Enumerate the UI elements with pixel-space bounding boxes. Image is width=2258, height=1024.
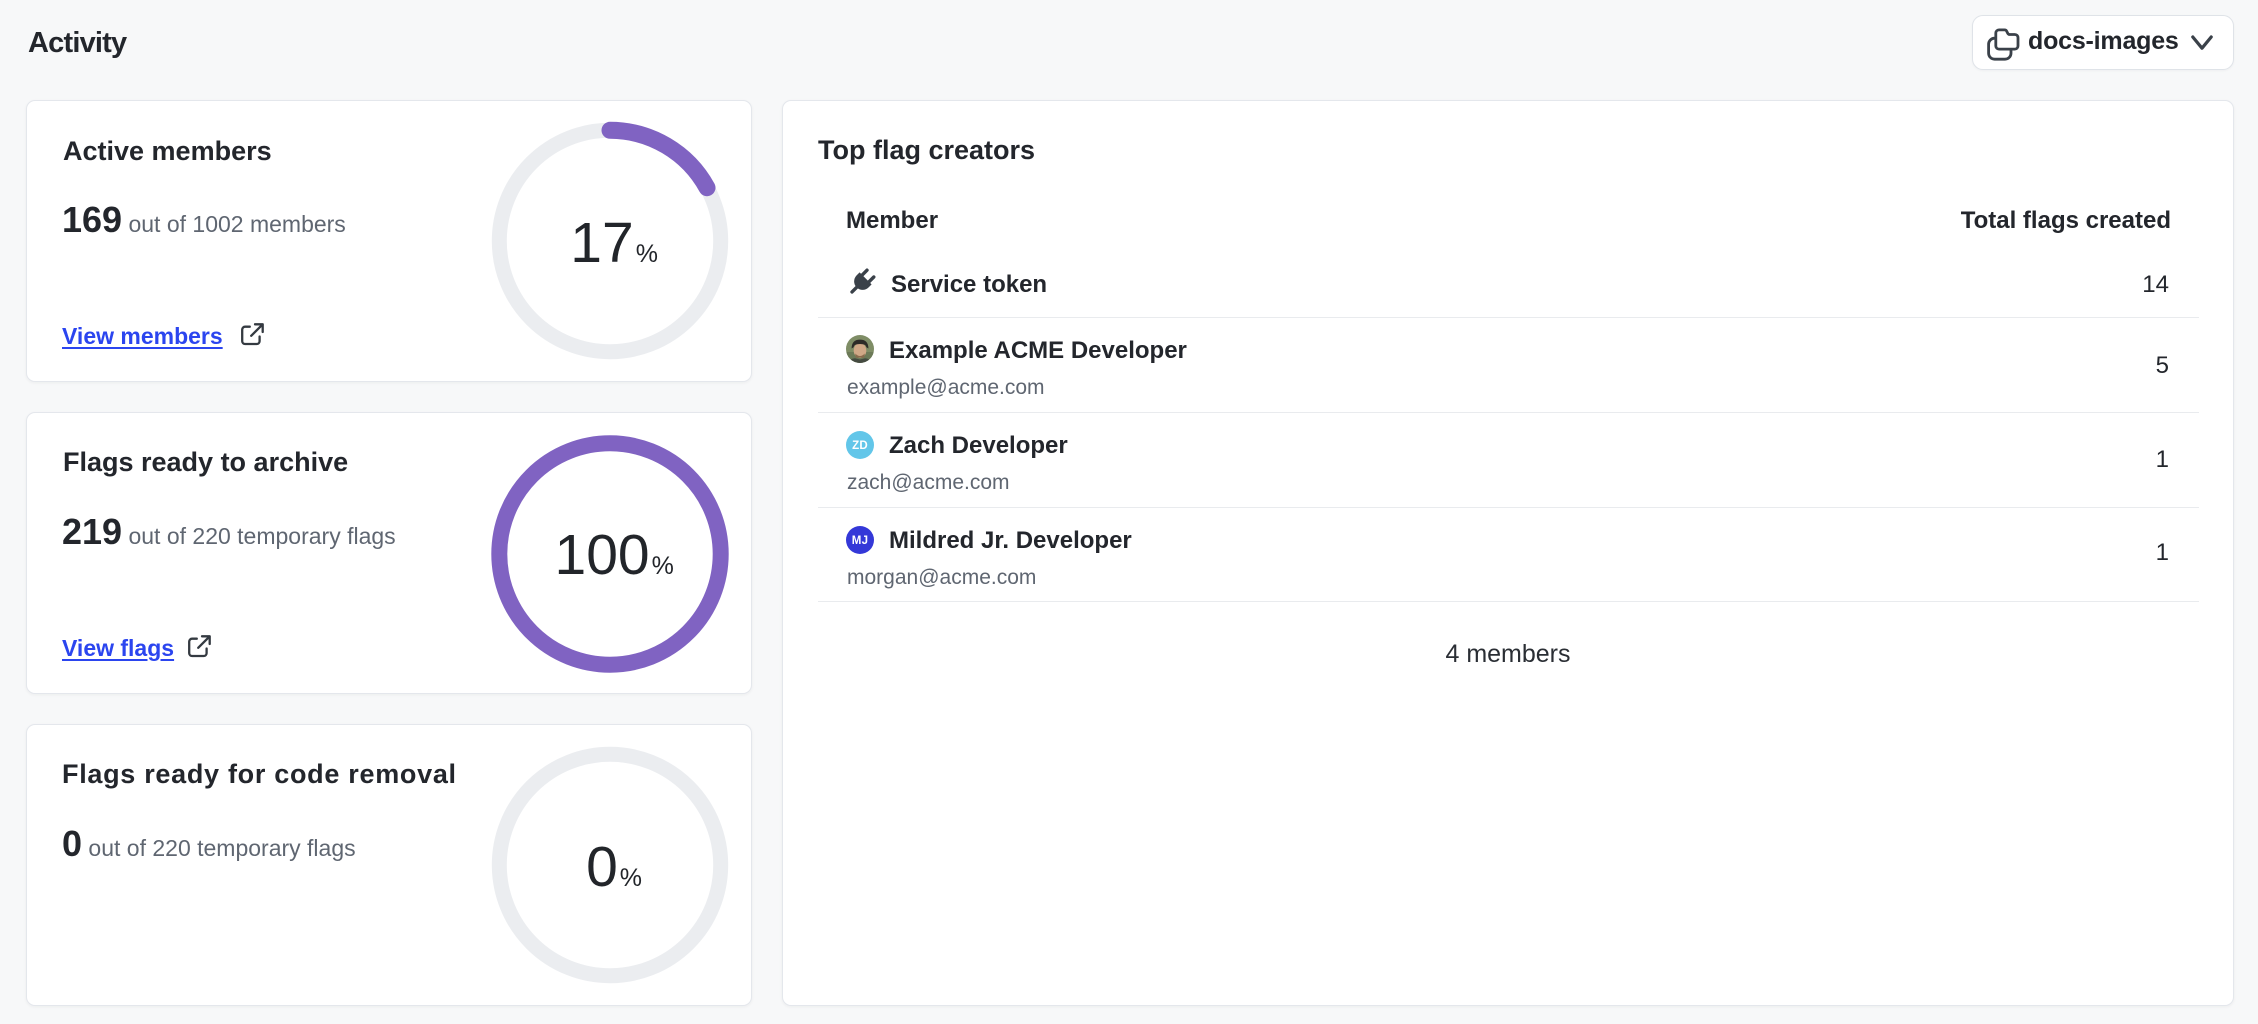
svg-text:MJ: MJ <box>852 535 868 547</box>
svg-text:ZD: ZD <box>852 440 868 452</box>
